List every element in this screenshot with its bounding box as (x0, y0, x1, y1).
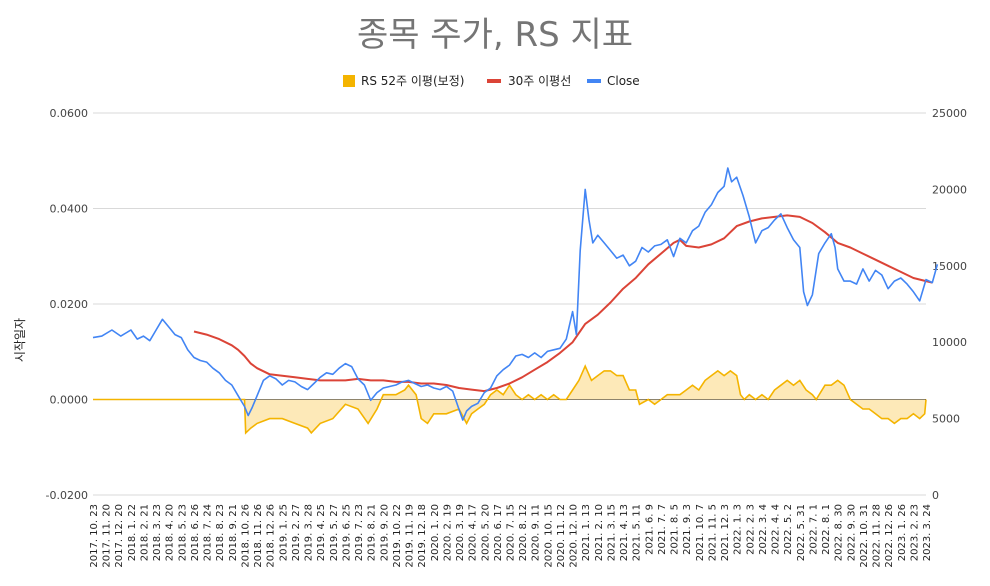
x-tick-label: 2022. 2. 3 (745, 504, 756, 555)
series-rs-area (93, 366, 926, 433)
x-tick-label: 2019. 11. 19 (405, 504, 416, 568)
x-tick-label: 2018. 3. 23 (152, 504, 163, 561)
x-tick-label: 2020. 6. 17 (493, 504, 504, 561)
series-close-line (92, 167, 939, 421)
y-left-tick-label: 0.0400 (50, 203, 89, 216)
x-tick-label: 2019. 12. 18 (417, 504, 428, 568)
x-tick-label: 2022. 11. 28 (872, 504, 883, 568)
x-tick-label: 2022. 12. 26 (884, 504, 895, 568)
x-tick-label: 2019. 9. 20 (379, 504, 390, 561)
plot-area (92, 167, 939, 435)
x-tick-label: 2022. 5. 31 (796, 504, 807, 561)
x-tick-label: 2022. 9. 30 (846, 504, 857, 561)
x-tick-label: 2020. 8. 12 (518, 504, 529, 561)
x-tick-label: 2021. 6. 9 (644, 504, 655, 555)
x-tick-label: 2018. 2. 21 (139, 504, 150, 561)
x-tick-label: 2023. 2. 23 (909, 504, 920, 561)
x-tick-label: 2021. 3. 15 (606, 504, 617, 561)
x-tick-label: 2018. 10. 26 (240, 504, 251, 568)
series-ma30-line (193, 214, 933, 393)
series-rs-line (93, 364, 927, 435)
legend-swatch-rs (343, 75, 355, 87)
x-tick-label: 2017. 10. 23 (89, 504, 100, 568)
x-tick-label: 2018. 4. 20 (165, 504, 176, 561)
y-right-tick-label: 0 (932, 489, 939, 502)
x-tick-label: 2022. 1. 3 (733, 504, 744, 555)
x-tick-label: 2021. 11. 5 (707, 504, 718, 561)
x-tick-label: 2019. 3. 28 (304, 504, 315, 561)
x-tick-label: 2018. 6. 26 (190, 504, 201, 561)
x-tick-label: 2022. 10. 31 (859, 504, 870, 568)
x-tick-label: 2020. 3. 19 (455, 504, 466, 561)
x-tick-label: 2020. 10. 15 (543, 504, 554, 568)
x-tick-label: 2022. 8. 30 (834, 504, 845, 561)
legend-swatch-ma30 (487, 79, 501, 83)
x-tick-label: 2018. 7. 24 (203, 504, 214, 561)
x-tick-label: 2022. 3. 4 (758, 504, 769, 555)
y-axis-right: 0 5000 10000 15000 20000 25000 (932, 107, 967, 502)
x-tick-label: 2021. 12. 3 (720, 504, 731, 561)
x-tick-label: 2021. 8. 5 (670, 504, 681, 555)
x-tick-label: 2017. 11. 20 (102, 504, 113, 568)
legend-label-close: Close (607, 74, 640, 88)
x-tick-label: 2022. 4. 4 (771, 504, 782, 555)
y-right-tick-label: 15000 (932, 260, 967, 273)
y-axis-left: -0.0200 0.0000 0.0200 0.0400 0.0600 (46, 107, 88, 502)
legend-label-ma30: 30주 이평선 (508, 74, 571, 88)
x-tick-label: 2020. 9. 11 (531, 504, 542, 561)
legend: RS 52주 이평(보정) 30주 이평선 Close (343, 74, 640, 88)
x-tick-label: 2023. 3. 24 (922, 504, 933, 561)
x-tick-label: 2020. 4. 17 (468, 504, 479, 561)
x-tick-label: 2021. 2. 10 (594, 504, 605, 561)
y-right-tick-label: 5000 (932, 413, 960, 426)
x-tick-label: 2020. 1. 20 (430, 504, 441, 561)
x-tick-label: 2019. 10. 22 (392, 504, 403, 568)
x-tick-label: 2021. 4. 13 (619, 504, 630, 561)
y-left-tick-label: 0.0200 (50, 298, 89, 311)
y-right-tick-label: 10000 (932, 336, 967, 349)
chart-title: 종목 주가, RS 지표 (357, 15, 633, 55)
x-tick-label: 2019. 1. 25 (278, 504, 289, 561)
x-tick-label: 2019. 2. 27 (291, 504, 302, 561)
x-tick-label: 2022. 5. 2 (783, 504, 794, 555)
x-tick-label: 2020. 12. 10 (569, 504, 580, 568)
legend-label-rs: RS 52주 이평(보정) (361, 74, 464, 88)
x-tick-label: 2020. 7. 15 (506, 504, 517, 561)
x-tick-label: 2019. 8. 21 (367, 504, 378, 561)
y-right-tick-label: 25000 (932, 107, 967, 120)
x-tick-label: 2018. 8. 23 (215, 504, 226, 561)
x-tick-label: 2018. 9. 21 (228, 504, 239, 561)
x-tick-label: 2018. 11. 26 (253, 504, 264, 568)
x-tick-label: 2019. 7. 23 (354, 504, 365, 561)
x-tick-label: 2023. 1. 26 (897, 504, 908, 561)
y-right-tick-label: 20000 (932, 183, 967, 196)
x-tick-label: 2019. 6. 25 (341, 504, 352, 561)
y-left-tick-label: 0.0000 (50, 394, 89, 407)
x-tick-label: 2022. 7. 1 (808, 504, 819, 555)
x-tick-label: 2020. 5. 20 (480, 504, 491, 561)
x-tick-label: 2017. 12. 20 (114, 504, 125, 568)
y-left-tick-label: -0.0200 (46, 489, 88, 502)
x-tick-label: 2021. 1. 13 (581, 504, 592, 561)
legend-swatch-close (587, 79, 601, 83)
x-tick-label: 2018. 5. 23 (177, 504, 188, 561)
x-axis: 2017. 10. 23 2017. 11. 20 2017. 12. 20 2018… (89, 504, 933, 568)
x-tick-label: 2018. 12. 26 (266, 504, 277, 568)
x-tick-label: 2020. 2. 19 (442, 504, 453, 561)
x-tick-label: 2021. 7. 7 (657, 504, 668, 555)
y-axis-left-label: 시작일자 (13, 318, 27, 362)
x-tick-label: 2022. 8. 1 (821, 504, 832, 555)
y-left-tick-label: 0.0600 (50, 107, 89, 120)
x-tick-label: 2019. 5. 27 (329, 504, 340, 561)
x-tick-label: 2018. 1. 22 (127, 504, 138, 561)
x-tick-label: 2019. 4. 25 (316, 504, 327, 561)
x-tick-label: 2020. 11. 12 (556, 504, 567, 568)
x-tick-label: 2021. 5. 11 (632, 504, 643, 561)
x-tick-label: 2021. 10. 7 (695, 504, 706, 561)
x-tick-label: 2021. 9. 3 (682, 504, 693, 555)
